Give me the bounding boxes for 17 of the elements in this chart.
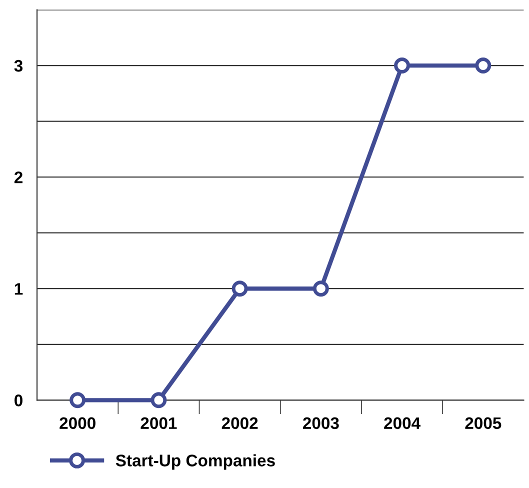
- point: [70, 392, 86, 408]
- point: [150, 392, 167, 408]
- y-tick-label: 0: [14, 394, 22, 406]
- y-tick-label: 2: [14, 171, 22, 184]
- x-tick-label: 2004: [384, 417, 420, 430]
- point: [475, 58, 492, 74]
- point: [232, 280, 248, 297]
- y-tick-label: 3: [14, 60, 23, 72]
- x-tick-label: 2005: [465, 417, 502, 430]
- x-tick-label: 2003: [302, 417, 339, 430]
- y-tick-label: 1: [14, 283, 23, 295]
- legend-label: Start-Up Companies: [116, 454, 275, 470]
- point: [312, 280, 329, 297]
- x-tick-label: 2000: [60, 417, 96, 430]
- point: [394, 58, 410, 74]
- x-tick-label: 2001: [140, 417, 177, 430]
- x-tick-label: 2002: [222, 417, 258, 430]
